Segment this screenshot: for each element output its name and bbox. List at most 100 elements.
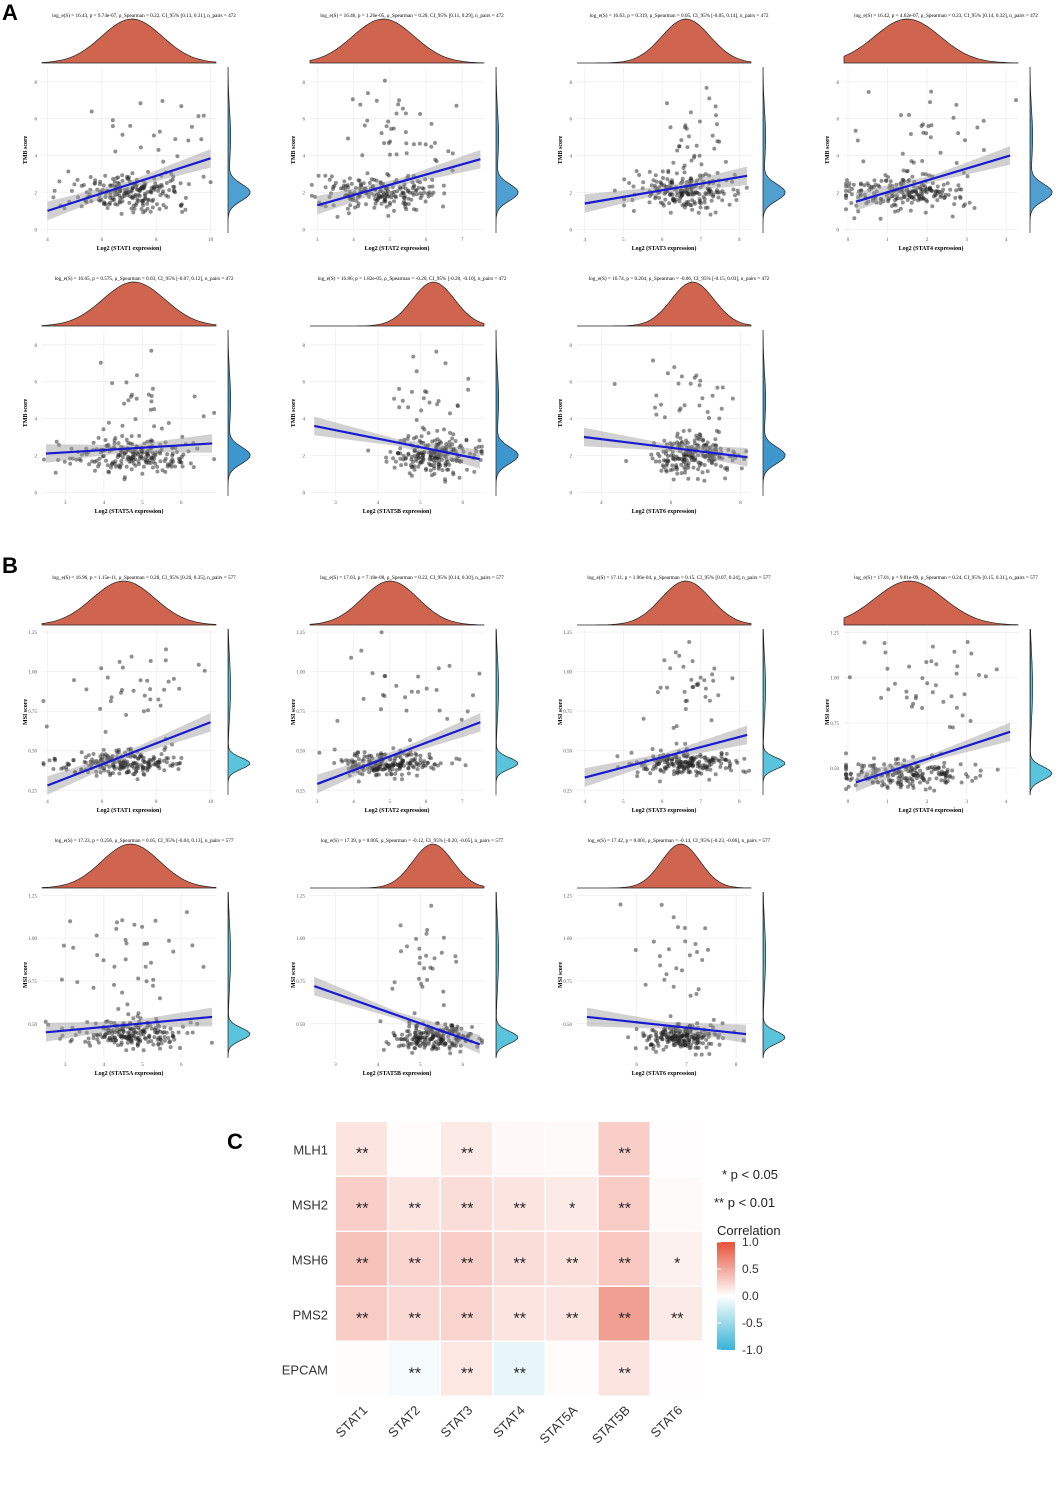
x-tick-label: 2 bbox=[926, 238, 929, 243]
data-point bbox=[408, 749, 413, 754]
y-tick-label: 6 bbox=[570, 381, 573, 386]
data-point bbox=[447, 663, 452, 668]
y-tick-label: 4 bbox=[303, 155, 306, 160]
data-point bbox=[67, 762, 72, 767]
data-point bbox=[398, 446, 403, 451]
data-point bbox=[117, 181, 122, 186]
data-point bbox=[393, 761, 398, 766]
data-point bbox=[201, 414, 206, 419]
data-point bbox=[166, 1036, 171, 1040]
data-point bbox=[384, 772, 389, 777]
data-point bbox=[90, 459, 95, 464]
panel-label-c: C bbox=[227, 1129, 243, 1154]
data-point bbox=[671, 915, 676, 920]
data-point bbox=[453, 954, 458, 959]
regression-line bbox=[45, 442, 213, 455]
data-point bbox=[41, 699, 46, 703]
data-point bbox=[346, 766, 351, 771]
data-point bbox=[615, 754, 620, 759]
data-point bbox=[405, 1029, 409, 1034]
data-point bbox=[939, 193, 944, 198]
data-point bbox=[366, 448, 371, 453]
data-point bbox=[408, 738, 412, 743]
heatmap-cell bbox=[336, 1122, 387, 1176]
data-point bbox=[673, 650, 678, 655]
data-point bbox=[119, 211, 124, 216]
data-point bbox=[120, 665, 125, 670]
data-point bbox=[694, 769, 699, 774]
data-point bbox=[709, 460, 714, 465]
regression-line bbox=[586, 1015, 747, 1036]
data-point bbox=[118, 200, 123, 205]
y-axis-label: TMB score bbox=[825, 135, 831, 164]
heatmap-cell bbox=[388, 1342, 440, 1396]
right-density bbox=[227, 891, 251, 1059]
data-point bbox=[707, 777, 712, 782]
data-point bbox=[715, 171, 720, 175]
data-point bbox=[904, 695, 909, 700]
x-axis-label: Log2 (STAT4 expression) bbox=[899, 807, 964, 814]
data-point bbox=[724, 751, 729, 756]
data-point bbox=[420, 425, 425, 430]
data-point bbox=[726, 447, 731, 452]
data-point bbox=[95, 760, 100, 765]
data-point bbox=[844, 762, 848, 767]
data-point bbox=[418, 112, 423, 116]
y-tick-label: 4 bbox=[570, 418, 573, 423]
data-point bbox=[84, 190, 89, 195]
heatmap-cell bbox=[493, 1177, 545, 1231]
data-point bbox=[152, 424, 157, 429]
data-point bbox=[844, 207, 848, 212]
legend-tick-label: 0.5 bbox=[742, 1262, 759, 1276]
x-tick-label: 8 bbox=[155, 800, 158, 805]
data-point bbox=[713, 104, 718, 109]
data-point bbox=[457, 475, 462, 480]
data-point bbox=[162, 768, 167, 773]
data-point bbox=[75, 980, 80, 985]
data-point bbox=[450, 442, 455, 447]
data-point bbox=[103, 438, 108, 442]
data-point bbox=[919, 182, 924, 187]
data-point bbox=[179, 454, 184, 459]
significance-stars: ** bbox=[619, 1311, 631, 1328]
x-tick-label: 5 bbox=[141, 1063, 144, 1068]
data-point bbox=[442, 427, 446, 432]
data-point bbox=[141, 464, 146, 469]
y-tick-label: 1.00 bbox=[28, 937, 37, 942]
data-point bbox=[463, 763, 468, 768]
data-point bbox=[651, 1028, 656, 1033]
data-point bbox=[678, 436, 683, 441]
data-point bbox=[907, 664, 912, 669]
data-point bbox=[710, 672, 715, 677]
data-point bbox=[354, 198, 359, 203]
data-point bbox=[138, 101, 143, 106]
data-point bbox=[409, 389, 414, 394]
data-point bbox=[155, 469, 160, 474]
data-point bbox=[338, 186, 343, 191]
significance-stars: ** bbox=[356, 1201, 368, 1218]
data-point bbox=[675, 440, 680, 445]
data-point bbox=[323, 185, 328, 190]
data-point bbox=[894, 193, 899, 198]
data-point bbox=[468, 451, 473, 456]
x-tick-label: 6 bbox=[101, 238, 104, 243]
data-point bbox=[164, 760, 169, 765]
data-point bbox=[705, 469, 710, 474]
data-point bbox=[715, 122, 719, 127]
data-point bbox=[168, 1045, 173, 1050]
data-point bbox=[122, 451, 127, 456]
data-point bbox=[89, 109, 94, 114]
data-point bbox=[51, 195, 56, 200]
x-tick-label: 3 bbox=[64, 501, 67, 506]
data-point bbox=[178, 181, 183, 186]
data-point bbox=[143, 964, 148, 969]
data-point bbox=[717, 430, 721, 435]
data-point bbox=[694, 433, 699, 438]
right-density bbox=[762, 891, 786, 1059]
data-point bbox=[624, 459, 629, 463]
data-point bbox=[658, 963, 663, 968]
data-point bbox=[123, 938, 128, 942]
data-point bbox=[698, 378, 703, 383]
data-point bbox=[125, 187, 130, 191]
data-point bbox=[473, 446, 478, 451]
